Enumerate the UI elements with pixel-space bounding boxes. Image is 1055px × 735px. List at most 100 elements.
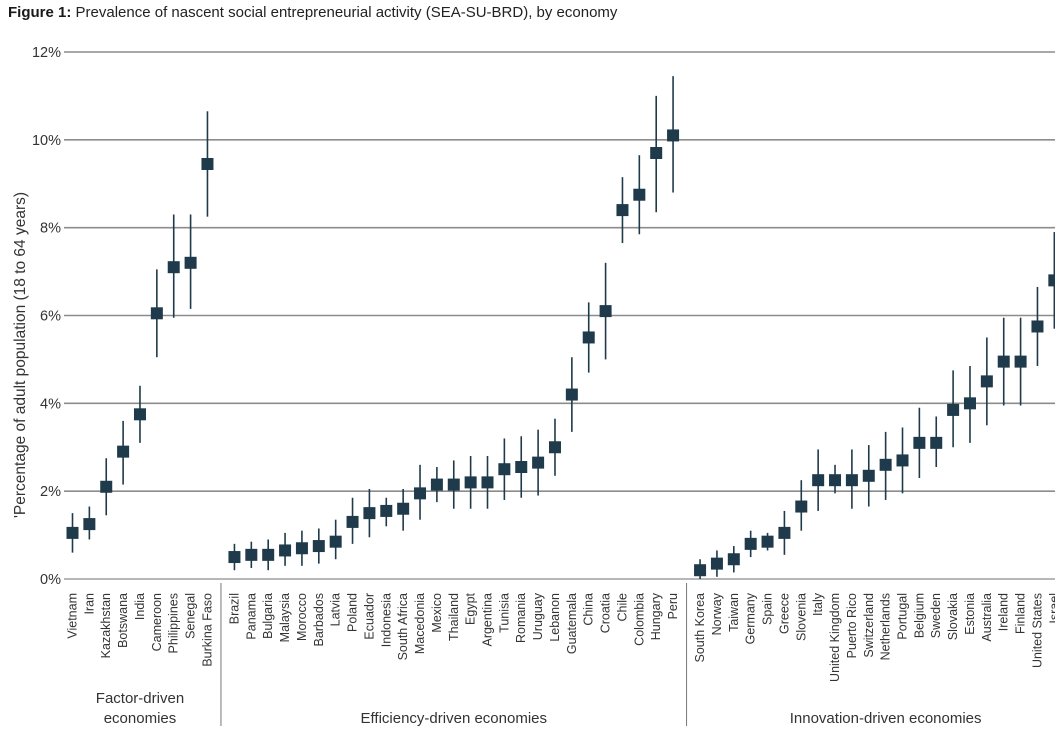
y-tick-label: 12% [32,45,61,61]
economy-label: Uruguay [531,592,545,640]
data-point [964,397,976,409]
data-point [1015,356,1027,368]
error-bars [73,76,1055,579]
economy-label: Chile [615,593,629,622]
economy-label: Belgium [912,593,926,638]
economy-label: Egypt [464,592,478,624]
economy-label: United States [1030,593,1044,668]
data-point [498,463,510,475]
economy-label: Barbados [312,593,326,647]
data-point [846,474,858,486]
data-point [515,461,527,473]
data-point [650,147,662,159]
y-axis-ticks: 0%2%4%6%8%10%12% [32,45,61,588]
y-tick-label: 4% [40,396,61,412]
data-point [482,476,494,488]
group-label: Innovation-driven economies [790,710,982,727]
economy-label: Macedonia [413,593,427,654]
economy-label: Peru [666,593,680,619]
data-point [100,481,112,493]
data-point [414,487,426,499]
economy-label: Ireland [997,593,1011,631]
economy-label: Greece [777,593,791,634]
economy-label: Latvia [329,593,343,626]
gridlines [64,52,1055,579]
data-point [185,257,197,269]
data-point [380,505,392,517]
economy-label: Netherlands [879,593,893,660]
data-point [83,518,95,530]
data-point [728,553,740,565]
data-point [930,437,942,449]
data-point [431,479,443,491]
group-label: Efficiency-driven economies [361,710,547,727]
economy-label: Norway [710,592,724,635]
economy-label: Portugal [896,593,910,640]
data-point [795,501,807,513]
economy-label: Cameroon [150,593,164,651]
data-point [296,542,308,554]
economy-label: China [582,593,596,626]
data-point [745,538,757,550]
data-point [279,544,291,556]
data-point [566,389,578,401]
economy-label: Taiwan [727,593,741,632]
economy-label: Australia [980,593,994,642]
data-point [1031,320,1043,332]
data-point [151,307,163,319]
data-point [711,558,723,570]
data-point [117,446,129,458]
figure-label: Figure 1: [8,4,71,21]
economy-label: Lebanon [548,593,562,642]
economy-label: Iran [82,593,96,615]
y-tick-label: 8% [40,221,61,237]
economy-label: Botswana [116,593,130,648]
economy-label: Italy [811,592,825,616]
economy-label: South Africa [396,593,410,660]
data-point [633,189,645,201]
economy-label: Colombia [632,593,646,646]
y-axis-label: 'Percentage of adult population (18 to 6… [12,192,29,518]
data-point [778,527,790,539]
economy-label: Finland [1014,593,1028,634]
data-point [981,375,993,387]
data-point [245,549,257,561]
economy-label: Argentina [481,593,495,647]
economy-label: Puerto Rico [845,593,859,658]
economy-label: Slovakia [946,593,960,640]
data-markers [67,129,1055,576]
data-point [397,503,409,515]
economy-label: Poland [346,593,360,632]
data-point [583,331,595,343]
data-point [694,564,706,576]
economy-label: Morocco [295,593,309,641]
data-point [363,507,375,519]
figure-title: Figure 1: Prevalence of nascent social e… [8,4,617,21]
y-tick-label: 10% [32,133,61,149]
economy-label: Sweden [929,593,943,638]
economy-label: Brazil [227,593,241,624]
data-point [347,516,359,528]
y-tick-label: 0% [40,572,61,588]
economy-label: Hungary [649,592,663,640]
data-point [313,540,325,552]
data-point [863,470,875,482]
data-point [1048,274,1055,286]
data-point [600,305,612,317]
data-point [549,441,561,453]
y-tick-label: 6% [40,309,61,325]
data-point [532,457,544,469]
data-point [998,356,1010,368]
data-point [667,129,679,141]
economy-label: Spain [761,593,775,625]
data-point [262,549,274,561]
data-point [616,204,628,216]
economy-label: South Korea [693,593,707,663]
economy-label: Kazakhstan [99,593,113,658]
economy-label: Mexico [430,593,444,633]
economy-label: Estonia [963,593,977,635]
economy-label: Croatia [599,593,613,633]
economy-label: Switzerland [862,593,876,658]
